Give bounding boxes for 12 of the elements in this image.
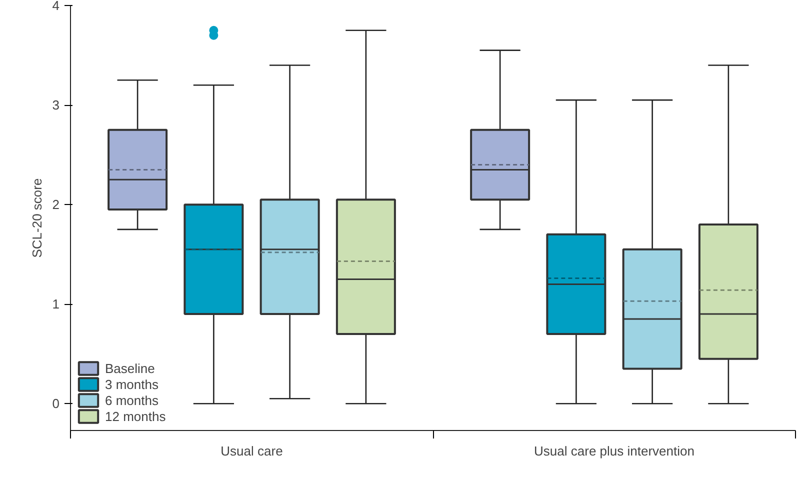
y-tick-label: 3	[52, 98, 60, 113]
legend-label: 3 months	[105, 376, 158, 392]
y-tick-label: 4	[52, 0, 60, 13]
legend-label: 6 months	[105, 392, 158, 408]
y-tick-label: 2	[52, 197, 60, 212]
y-tick-label: 1	[52, 296, 60, 312]
legend-label: 12 months	[105, 408, 166, 424]
x-tick-label: Usual care plus intervention	[534, 444, 694, 458]
x-tick-label: Usual care	[220, 444, 283, 458]
y-axis-title: SCL-20 score	[29, 178, 44, 258]
y-tick-label: 0	[52, 396, 60, 412]
legend-label: Baseline	[105, 360, 155, 376]
